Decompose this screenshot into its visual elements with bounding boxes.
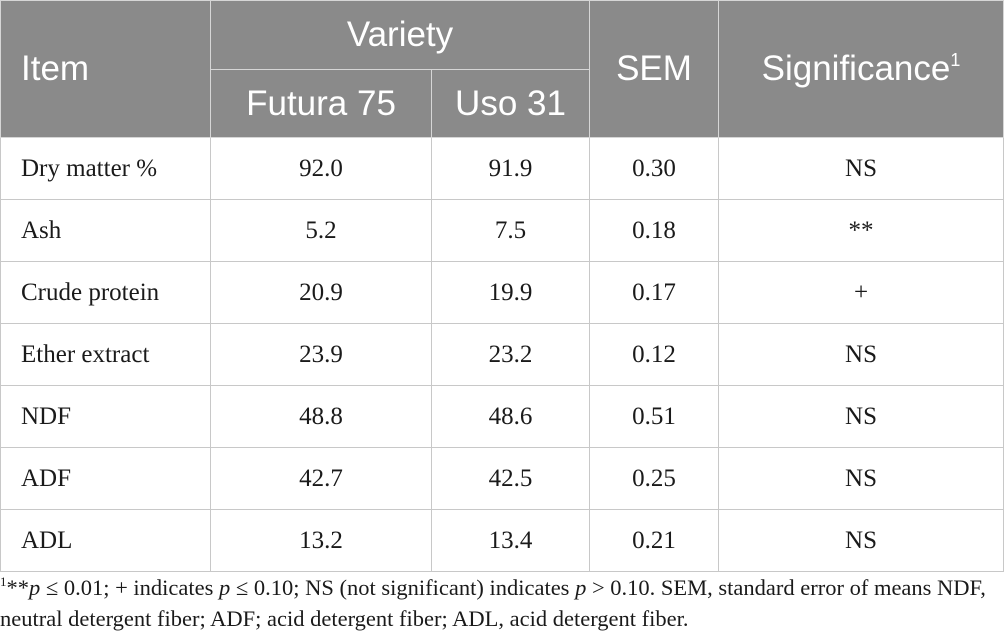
row-sem: 0.21 (589, 509, 719, 572)
row-futura-75: 23.9 (210, 323, 432, 386)
header-variety: Variety (210, 0, 590, 70)
row-futura-75: 42.7 (210, 447, 432, 510)
row-uso-31: 42.5 (431, 447, 590, 510)
row-sem: 0.51 (589, 385, 719, 448)
row-item: Crude protein (0, 261, 211, 324)
row-futura-75: 5.2 (210, 199, 432, 262)
row-sem: 0.12 (589, 323, 719, 386)
row-uso-31: 7.5 (431, 199, 590, 262)
footnote-text-1: ≤ 0.01; + indicates (40, 575, 220, 600)
header-significance: Significance1 (718, 0, 1004, 138)
table-row: NDF 48.8 48.6 0.51 NS (0, 385, 1004, 448)
row-significance: NS (718, 137, 1004, 200)
footnote-p-symbol: p (29, 575, 41, 600)
table-header: Item Variety SEM Significance1 Futura 75… (0, 0, 1004, 138)
table-row: ADL 13.2 13.4 0.21 NS (0, 509, 1004, 572)
footnote-text-3: > 0.10. SEM, standard error of means NDF… (0, 575, 986, 631)
table-row: Ether extract 23.9 23.2 0.12 NS (0, 323, 1004, 386)
row-uso-31: 13.4 (431, 509, 590, 572)
row-sem: 0.30 (589, 137, 719, 200)
footnote-p-symbol: p (219, 575, 231, 600)
row-significance: NS (718, 385, 1004, 448)
table-wrapper: Item Variety SEM Significance1 Futura 75… (0, 0, 1004, 572)
row-futura-75: 48.8 (210, 385, 432, 448)
table-row: ADF 42.7 42.5 0.25 NS (0, 447, 1004, 510)
row-item: Dry matter % (0, 137, 211, 200)
header-row-bottom: Futura 75 Uso 31 (1, 69, 1004, 138)
row-futura-75: 20.9 (210, 261, 432, 324)
row-item: Ether extract (0, 323, 211, 386)
footnote-text-2: ≤ 0.10; NS (not significant) indicates (230, 575, 576, 600)
footnote-stars: ** (6, 575, 30, 600)
row-uso-31: 91.9 (431, 137, 590, 200)
row-uso-31: 19.9 (431, 261, 590, 324)
header-variety-uso-31: Uso 31 (431, 69, 590, 138)
table-row: Crude protein 20.9 19.9 0.17 + (0, 261, 1004, 324)
row-item: ADF (0, 447, 211, 510)
row-item: Ash (0, 199, 211, 262)
row-sem: 0.18 (589, 199, 719, 262)
header-item: Item (0, 0, 211, 138)
row-futura-75: 92.0 (210, 137, 432, 200)
row-sem: 0.25 (589, 447, 719, 510)
table-row: Dry matter % 92.0 91.9 0.30 NS (0, 137, 1004, 200)
row-futura-75: 13.2 (210, 509, 432, 572)
header-significance-footnote-marker: 1 (950, 50, 961, 70)
table-body: Dry matter % 92.0 91.9 0.30 NS Ash 5.2 7… (0, 137, 1004, 572)
row-sem: 0.17 (589, 261, 719, 324)
header-variety-futura-75: Futura 75 (210, 69, 432, 138)
row-significance: + (718, 261, 1004, 324)
row-item: NDF (0, 385, 211, 448)
header-significance-label: Significance (761, 49, 951, 88)
row-uso-31: 23.2 (431, 323, 590, 386)
row-item: ADL (0, 509, 211, 572)
footnote-marker: 1 (0, 574, 7, 589)
row-significance: NS (718, 509, 1004, 572)
header-row-top: Item Variety SEM Significance1 (0, 0, 1004, 138)
table-row: Ash 5.2 7.5 0.18 ** (0, 199, 1004, 262)
composition-table: Item Variety SEM Significance1 Futura 75… (0, 0, 1004, 572)
row-significance: NS (718, 323, 1004, 386)
table-footnote: 1**p ≤ 0.01; + indicates p ≤ 0.10; NS (n… (0, 566, 1004, 634)
row-significance: ** (718, 199, 1004, 262)
row-significance: NS (718, 447, 1004, 510)
row-uso-31: 48.6 (431, 385, 590, 448)
header-sem: SEM (589, 0, 719, 138)
footnote-p-symbol: p (575, 575, 587, 600)
